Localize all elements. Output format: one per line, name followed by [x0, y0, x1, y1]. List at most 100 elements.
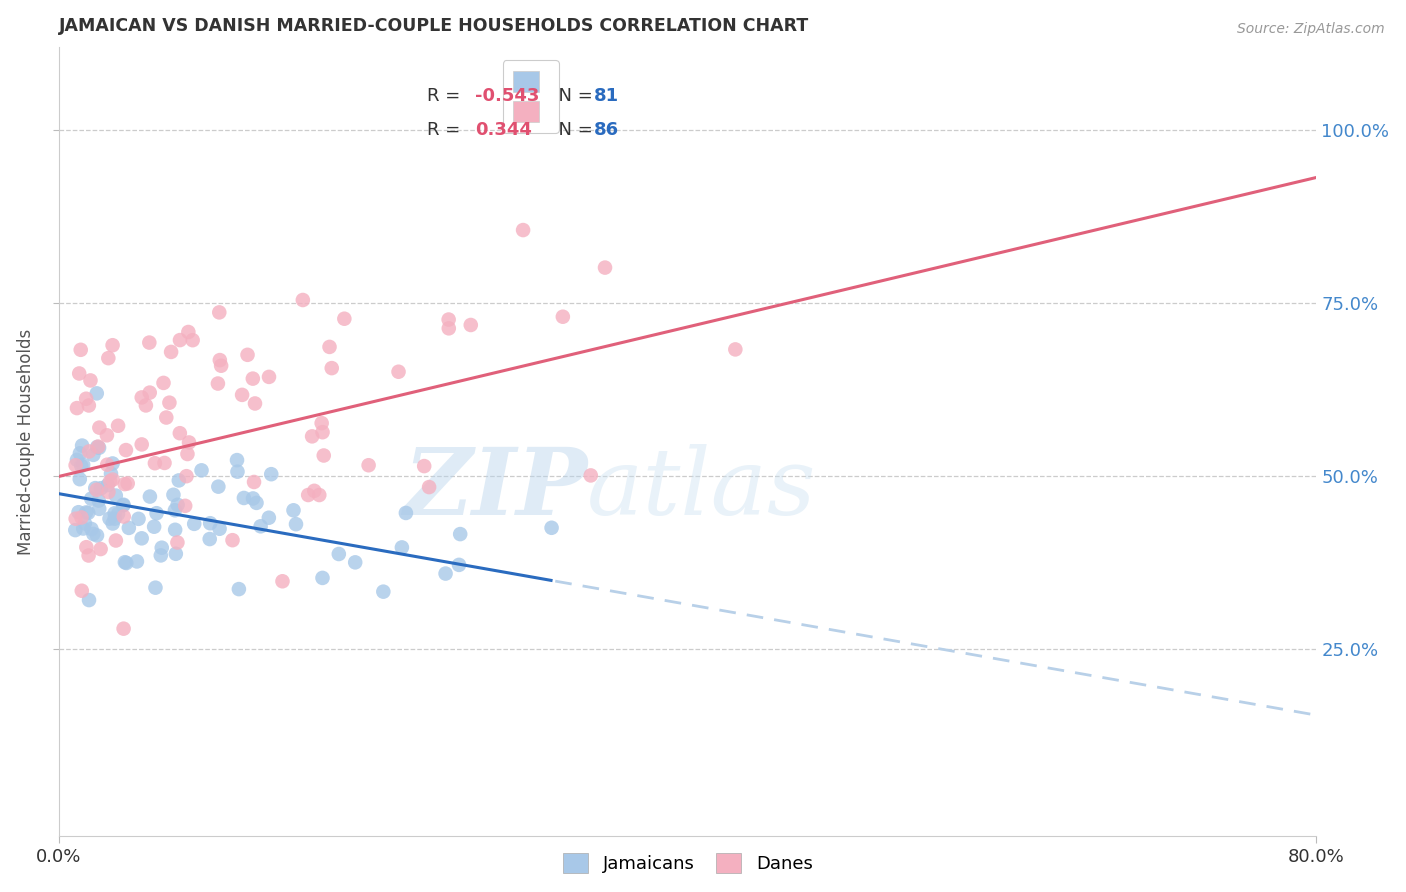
- Point: [308, 488, 330, 502]
- Point: [243, 475, 266, 489]
- Point: [77, 506, 100, 520]
- Point: [70, 458, 93, 473]
- Text: 81: 81: [593, 87, 619, 105]
- Point: [101, 473, 124, 487]
- Point: [87, 441, 110, 455]
- Point: [86, 483, 108, 497]
- Point: [724, 343, 747, 357]
- Point: [181, 333, 204, 347]
- Point: [183, 516, 205, 531]
- Point: [177, 325, 200, 339]
- Point: [437, 312, 460, 326]
- Point: [540, 521, 562, 535]
- Point: [65, 512, 87, 526]
- Point: [579, 468, 602, 483]
- Text: 0.344: 0.344: [475, 121, 531, 139]
- Point: [107, 507, 129, 521]
- Text: ZIP: ZIP: [404, 444, 588, 534]
- Point: [551, 310, 574, 324]
- Point: [75, 540, 97, 554]
- Point: [257, 510, 280, 524]
- Point: [373, 584, 395, 599]
- Point: [90, 542, 112, 557]
- Point: [190, 463, 212, 477]
- Point: [101, 457, 124, 471]
- Point: [77, 549, 100, 563]
- Point: [77, 399, 100, 413]
- Point: [70, 510, 93, 524]
- Point: [145, 506, 167, 520]
- Text: R =: R =: [427, 121, 472, 139]
- Point: [333, 311, 356, 326]
- Point: [209, 359, 232, 373]
- Point: [242, 491, 264, 506]
- Point: [104, 489, 127, 503]
- Point: [357, 458, 380, 473]
- Point: [104, 511, 127, 525]
- Point: [115, 556, 138, 570]
- Point: [70, 583, 93, 598]
- Point: [67, 367, 90, 381]
- Point: [291, 293, 314, 307]
- Point: [312, 449, 335, 463]
- Point: [112, 509, 135, 524]
- Point: [162, 488, 184, 502]
- Point: [86, 528, 108, 542]
- Point: [176, 469, 198, 483]
- Point: [242, 371, 264, 385]
- Point: [169, 333, 191, 347]
- Point: [243, 396, 266, 410]
- Point: [593, 260, 616, 275]
- Point: [117, 476, 139, 491]
- Point: [97, 478, 120, 492]
- Point: [69, 472, 91, 486]
- Point: [128, 512, 150, 526]
- Point: [112, 622, 135, 636]
- Point: [138, 385, 160, 400]
- Point: [80, 522, 103, 536]
- Point: [153, 456, 176, 470]
- Point: [107, 418, 129, 433]
- Point: [89, 420, 111, 434]
- Point: [101, 338, 124, 352]
- Point: [271, 574, 294, 589]
- Point: [207, 480, 229, 494]
- Point: [65, 458, 87, 473]
- Point: [143, 456, 166, 470]
- Text: N =: N =: [547, 87, 599, 105]
- Point: [114, 555, 136, 569]
- Point: [344, 555, 367, 569]
- Point: [176, 447, 198, 461]
- Point: [69, 343, 91, 357]
- Point: [135, 399, 157, 413]
- Point: [321, 361, 343, 376]
- Point: [226, 453, 249, 467]
- Point: [169, 426, 191, 441]
- Point: [96, 428, 118, 442]
- Point: [72, 458, 94, 472]
- Point: [73, 516, 96, 531]
- Point: [165, 523, 187, 537]
- Point: [112, 498, 135, 512]
- Point: [460, 318, 482, 332]
- Point: [66, 453, 89, 467]
- Point: [232, 491, 254, 505]
- Point: [318, 340, 340, 354]
- Point: [226, 465, 249, 479]
- Point: [311, 425, 333, 440]
- Point: [285, 517, 308, 532]
- Point: [236, 348, 259, 362]
- Point: [143, 519, 166, 533]
- Point: [86, 386, 108, 401]
- Point: [160, 345, 183, 359]
- Point: [387, 365, 409, 379]
- Point: [418, 480, 440, 494]
- Point: [98, 474, 121, 488]
- Point: [207, 376, 229, 391]
- Point: [97, 351, 120, 365]
- Point: [231, 388, 253, 402]
- Point: [67, 505, 90, 519]
- Point: [165, 547, 187, 561]
- Point: [114, 477, 136, 491]
- Legend: Jamaicans, Danes: Jamaicans, Danes: [554, 844, 821, 882]
